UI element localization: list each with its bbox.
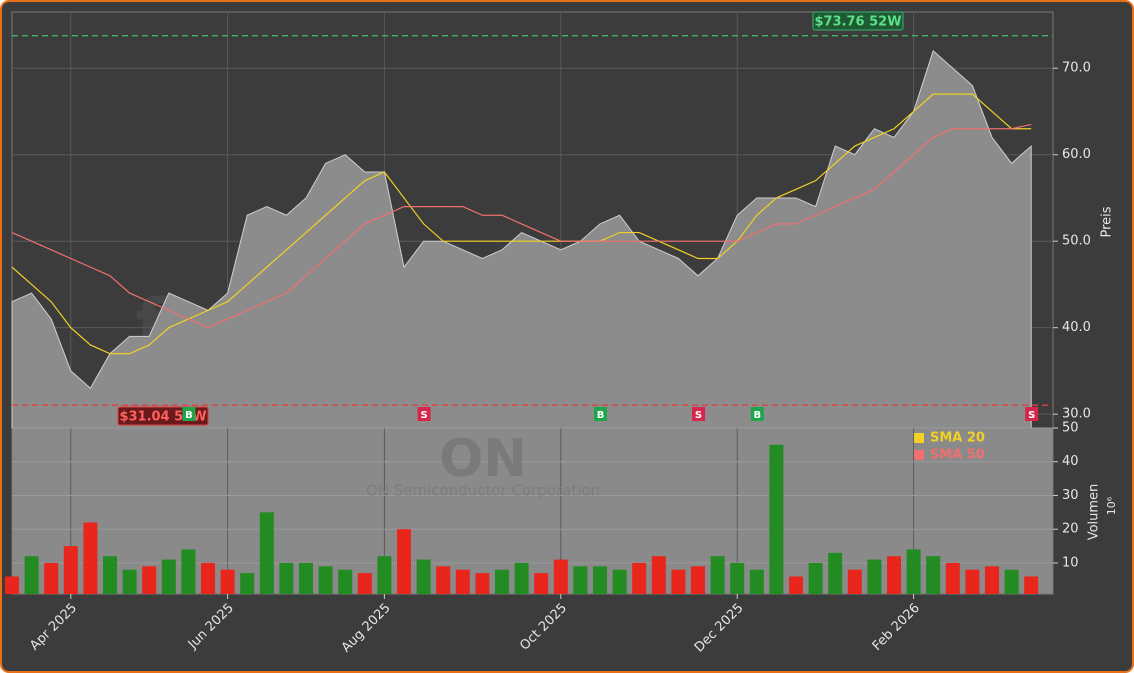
signal-label: B <box>753 410 761 421</box>
signal-label: S <box>420 410 427 421</box>
volume-bar <box>357 573 372 594</box>
y-tick-label: 30 <box>1062 488 1079 503</box>
y-tick-label: 30.0 <box>1062 407 1091 422</box>
y-tick-label: 50.0 <box>1062 234 1091 249</box>
volume-bar <box>789 576 803 594</box>
signal-marker <box>182 407 196 421</box>
signal-marker <box>750 407 764 421</box>
sma-line <box>11 93 1032 355</box>
volume-bar <box>83 522 98 594</box>
signal-label: B <box>185 410 193 421</box>
volume-bar <box>828 552 843 594</box>
volume-bar <box>671 569 686 594</box>
volume-bar <box>808 562 823 594</box>
volume-bar <box>103 556 117 594</box>
volume-bar <box>749 569 764 594</box>
volume-bar <box>397 529 411 594</box>
volume-bar <box>122 569 137 594</box>
y-tick-label: 40.0 <box>1062 320 1091 335</box>
legend-label: SMA 50 <box>930 448 985 463</box>
volume-bar <box>965 569 980 594</box>
signal-marker <box>594 407 607 421</box>
volume-bar <box>847 569 862 594</box>
volume-bar <box>338 569 353 594</box>
volume-bar <box>632 562 647 594</box>
legend-swatch <box>914 450 924 460</box>
y-tick-label: 60.0 <box>1062 147 1091 162</box>
volume-bar <box>299 562 313 594</box>
signal-marker <box>417 407 431 421</box>
watermark-company: ON Semiconductor Corporation <box>366 482 600 500</box>
volume-bar <box>769 444 784 594</box>
y-axis-label: Preis <box>1100 206 1115 237</box>
volume-bar <box>534 573 549 594</box>
volume-bar <box>161 559 176 594</box>
signal-marker <box>692 407 705 421</box>
volume-bar <box>691 566 705 594</box>
volume-bar <box>220 569 235 594</box>
volume-bar <box>553 559 568 594</box>
volume-bar <box>201 562 215 594</box>
signal-label: S <box>1028 410 1035 421</box>
sma-line <box>11 123 1032 329</box>
volume-bar <box>142 566 157 594</box>
volume-bar <box>318 566 333 594</box>
signal-marker <box>1025 407 1039 421</box>
volume-bar <box>5 576 19 594</box>
volume-bar <box>945 562 960 594</box>
volume-bar <box>926 556 941 594</box>
price-area <box>11 50 1032 429</box>
volume-bar <box>24 556 39 594</box>
annotation-box <box>812 11 904 31</box>
legend-label: SMA 20 <box>930 431 985 446</box>
volume-bar <box>377 556 392 594</box>
watermark-symbol: ON <box>439 429 527 489</box>
y-tick-label: 10 <box>1062 555 1079 570</box>
volume-bar <box>867 559 882 594</box>
volume-bar <box>651 556 666 594</box>
volume-bar <box>514 562 529 594</box>
volume-bar <box>240 573 255 594</box>
volume-bar <box>181 549 196 594</box>
annotation-label: $73.76 52W <box>814 15 901 30</box>
volume-bar <box>416 559 431 594</box>
volume-bar <box>593 566 607 594</box>
y-tick-label: 50 <box>1062 421 1079 436</box>
volume-bar <box>1004 569 1019 594</box>
volume-bar <box>887 556 901 594</box>
y-tick-label: 40 <box>1062 454 1079 469</box>
signal-label: S <box>695 410 702 421</box>
y-tick-label: 20 <box>1062 522 1079 537</box>
volume-bar <box>475 573 490 594</box>
volume-bar <box>44 562 59 594</box>
volume-bar <box>455 569 470 594</box>
volume-bar <box>573 566 588 594</box>
y-tick-label: 70.0 <box>1062 61 1091 76</box>
legend-swatch <box>914 433 924 443</box>
signal-label: B <box>597 410 605 421</box>
volume-bar <box>436 566 451 594</box>
volume-bar <box>710 556 725 594</box>
volume-bar <box>985 566 999 594</box>
volume-bar <box>906 549 921 594</box>
volume-bar <box>730 562 745 594</box>
y-axis-unit: 10⁶ <box>1105 496 1118 515</box>
y-axis-label: Volumen <box>1087 484 1102 541</box>
volume-bar <box>279 562 294 594</box>
volume-bar <box>612 569 627 594</box>
volume-bar <box>495 569 509 594</box>
volume-bar <box>1024 576 1039 594</box>
volume-bar <box>259 512 274 594</box>
volume-bar <box>63 546 78 594</box>
